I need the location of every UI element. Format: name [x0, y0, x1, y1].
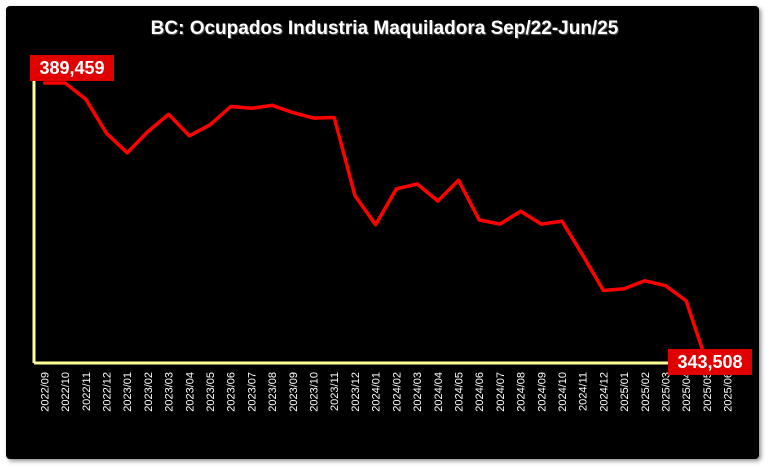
x-tick-label: 2023/07 [246, 372, 258, 412]
data-point [477, 218, 481, 222]
data-point [601, 289, 605, 293]
x-tick-label: 2023/05 [205, 372, 217, 412]
data-point [42, 81, 46, 85]
x-tick-label: 2023/09 [288, 372, 300, 412]
x-tick-label: 2025/05 [702, 372, 714, 412]
chart-frame [6, 6, 759, 459]
data-point [187, 134, 191, 138]
data-point [643, 279, 647, 283]
x-tick-label: 2025/03 [661, 372, 673, 412]
data-label-box [30, 55, 114, 81]
data-point [560, 219, 564, 223]
x-tick-label: 2025/06 [723, 372, 735, 412]
data-point [394, 187, 398, 191]
data-point [312, 116, 316, 120]
x-tick-label: 2024/12 [598, 372, 610, 412]
data-point [249, 106, 253, 110]
data-label: 389,459 [39, 58, 104, 78]
data-point [498, 222, 502, 226]
data-point [519, 209, 523, 213]
data-point [684, 299, 688, 303]
data-point [374, 223, 378, 227]
data-point [167, 112, 171, 116]
x-tick-label: 2023/12 [350, 372, 362, 412]
x-tick-label: 2023/10 [309, 372, 321, 412]
x-tick-label: 2023/06 [226, 372, 238, 412]
x-tick-label: 2024/10 [557, 372, 569, 412]
x-tick-label: 2024/06 [474, 372, 486, 412]
data-label: 343,508 [677, 352, 742, 372]
x-tick-label: 2024/07 [495, 372, 507, 412]
data-point [270, 103, 274, 107]
data-point [622, 287, 626, 291]
data-point [63, 81, 67, 85]
chart-title: BC: Ocupados Industria Maquiladora Sep/2… [150, 18, 619, 39]
x-tick-label: 2024/03 [412, 372, 424, 412]
x-tick-label: 2022/12 [101, 372, 113, 412]
x-tick-label: 2022/09 [39, 372, 51, 412]
data-point [664, 284, 668, 288]
x-tick-label: 2024/09 [536, 372, 548, 412]
x-tick-label: 2024/11 [578, 372, 590, 411]
data-label-box [668, 349, 752, 375]
x-tick-label: 2023/04 [184, 372, 196, 412]
x-tick-label: 2024/05 [453, 372, 465, 412]
data-point [539, 222, 543, 226]
x-tick-label: 2025/04 [681, 372, 693, 412]
x-tick-label: 2022/11 [81, 372, 93, 411]
x-tick-label: 2022/10 [60, 372, 72, 412]
data-point [353, 193, 357, 197]
data-point [436, 199, 440, 203]
data-point [415, 182, 419, 186]
x-tick-label: 2024/01 [371, 372, 383, 412]
x-tick-label: 2024/02 [391, 372, 403, 412]
x-tick-label: 2024/04 [433, 372, 445, 412]
data-point [84, 97, 88, 101]
series-line [44, 81, 728, 365]
data-point [208, 123, 212, 127]
data-point [104, 131, 108, 135]
data-point [125, 151, 129, 155]
x-tick-label: 2025/02 [640, 372, 652, 412]
x-tick-label: 2023/03 [164, 372, 176, 412]
data-point [456, 178, 460, 182]
x-tick-label: 2023/02 [143, 372, 155, 412]
x-tick-label: 2025/01 [619, 372, 631, 412]
x-tick-label: 2024/08 [516, 372, 528, 412]
x-tick-label: 2023/11 [329, 372, 341, 411]
data-point [291, 111, 295, 115]
data-point [581, 253, 585, 257]
x-tick-label: 2023/08 [267, 372, 279, 412]
data-point [146, 129, 150, 133]
data-point [332, 115, 336, 119]
data-point [229, 105, 233, 109]
x-tick-label: 2023/01 [122, 372, 134, 412]
